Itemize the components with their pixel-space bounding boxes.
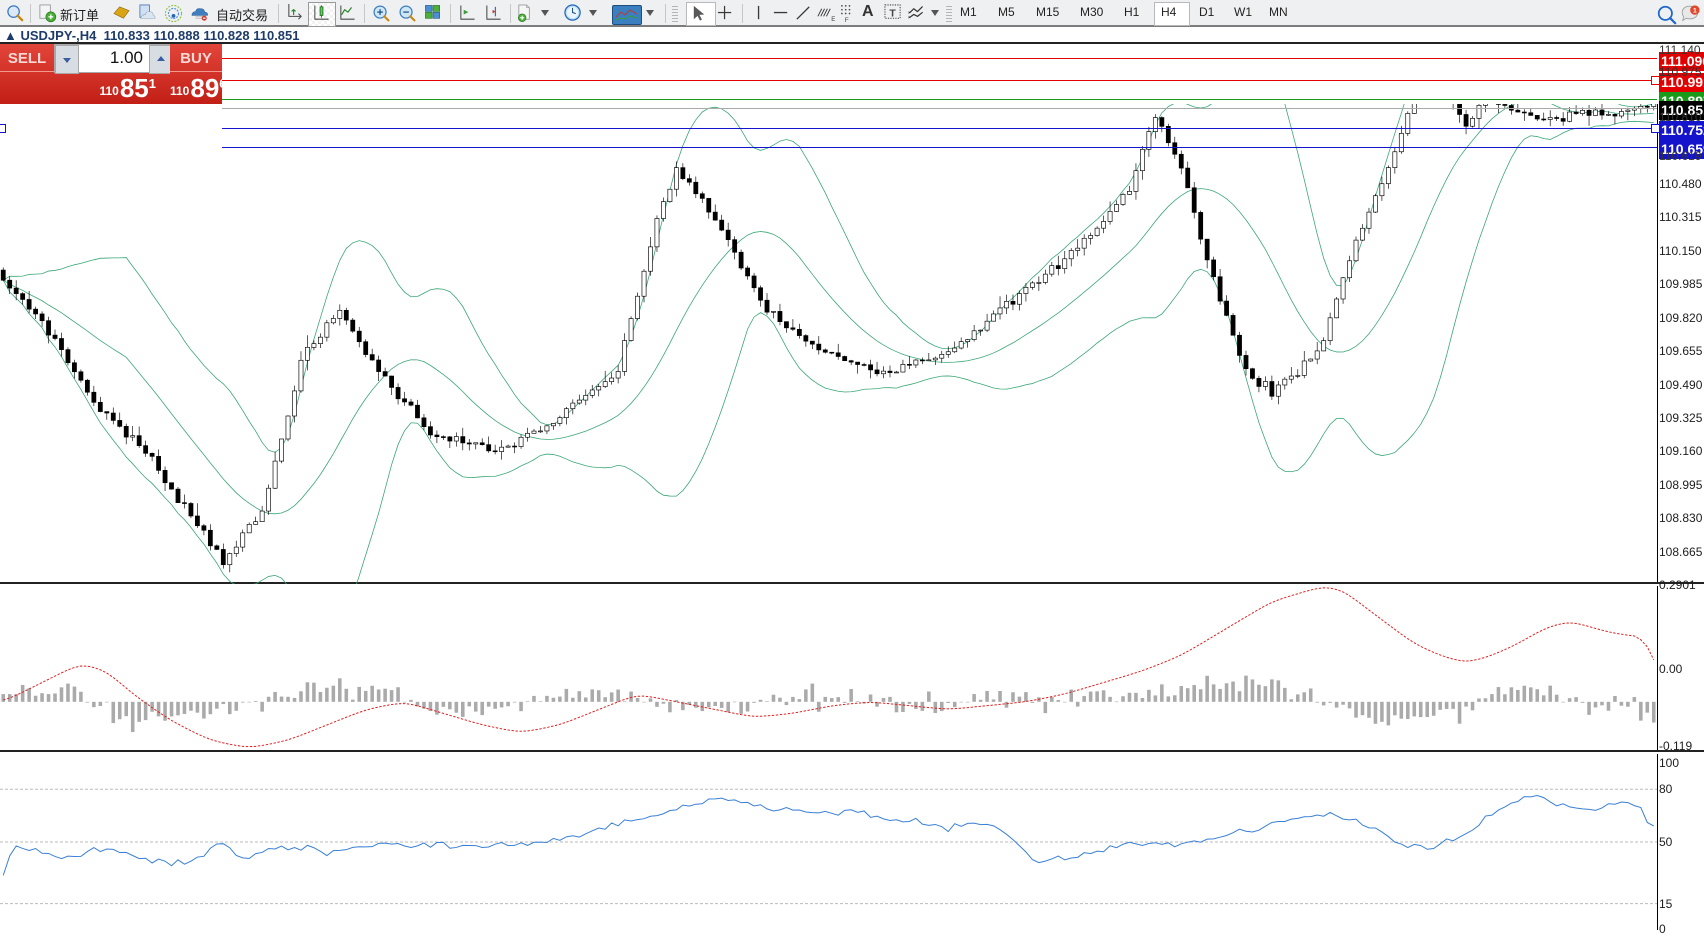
svg-text:E: E bbox=[831, 16, 835, 23]
svg-text:F: F bbox=[845, 17, 849, 23]
svg-text:T: T bbox=[889, 8, 896, 19]
svg-text:1: 1 bbox=[1693, 7, 1697, 14]
